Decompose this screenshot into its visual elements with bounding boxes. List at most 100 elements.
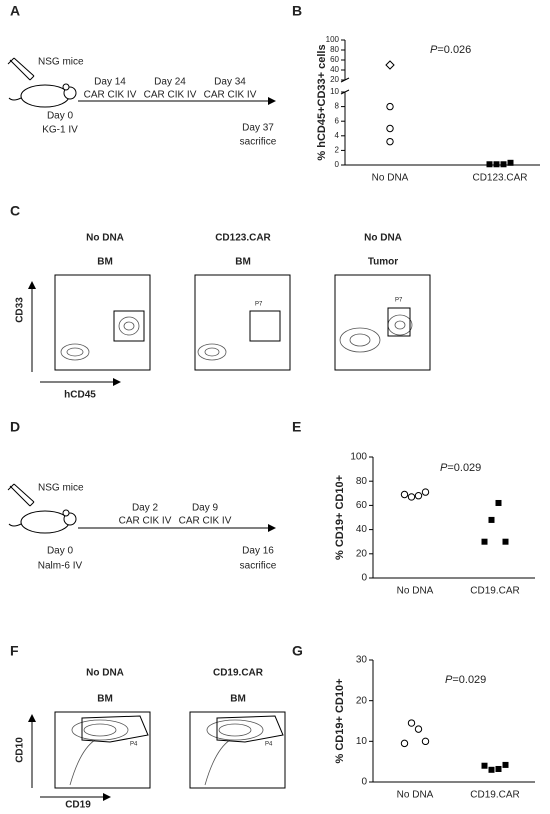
data-point [493,161,500,168]
y-axis-label: % hCD45+CD33+ cells [316,44,328,160]
host-label: NSG mice [38,57,84,68]
data-point [500,161,507,168]
x-axis-label: CD19 [65,800,91,811]
y-tick-label: 8 [335,102,340,111]
plot-tissue: Tumor [368,257,398,268]
y-tick-label: 0 [335,160,340,169]
data-point [414,492,423,500]
x-tick-label: CD19.CAR [470,790,519,801]
end-day: Day 16 [242,546,274,557]
y-tick-label: 0 [361,777,367,788]
annotation-text: =0.026 [437,44,471,56]
data-point [407,493,416,501]
annotation: P=0.026 [430,44,471,56]
data-point [502,538,509,545]
gate-label: P4 [130,742,138,748]
event-treatment: CAR CIK IV [119,516,172,527]
start-day: Day 0 [47,111,74,122]
data-point [386,102,394,111]
event-treatment: CAR CIK IV [144,90,197,101]
x-tick-label: CD123.CAR [472,173,527,184]
data-point [407,719,416,727]
y-tick-label: 60 [330,55,339,64]
panel-label: E [292,419,301,435]
data-point [488,516,495,523]
flow-plot [194,274,291,371]
mouse-icon [7,483,77,534]
y-tick-label: 100 [350,452,367,463]
mouse-icon [7,57,77,108]
data-point [386,124,394,133]
annotation-text: =0.029 [452,674,486,686]
data-point [507,159,514,166]
start-treatment: KG-1 IV [42,125,78,136]
annotation-italic: P [445,674,453,686]
data-point [414,725,423,733]
event-treatment: CAR CIK IV [179,516,232,527]
flow-plot [54,274,151,371]
data-point [400,490,409,499]
panel-label: F [10,643,19,659]
y-tick-label: 4 [335,131,340,140]
host-label: NSG mice [38,483,84,494]
panel-label: G [292,643,303,659]
panel-label: B [292,3,302,19]
gate-label: P7 [255,302,263,308]
data-point [400,739,409,748]
data-point [421,737,430,746]
plot-group: CD123.CAR [215,233,271,244]
event-day: Day 24 [154,77,186,88]
annotation-text: =0.029 [447,462,481,474]
y-tick-label: 10 [330,87,339,96]
y-axis-label: CD33 [15,297,26,323]
plot-group: No DNA [86,233,124,244]
y-tick-label: 10 [356,736,368,747]
event-day: Day 9 [192,503,219,514]
data-point [481,538,488,545]
data-point [488,766,495,773]
flow-plot [189,711,286,789]
event-day: Day 34 [214,77,246,88]
y-axis-label: % CD19+ CD10+ [334,679,346,764]
annotation: P=0.029 [440,462,481,474]
x-axis-label: hCD45 [64,390,96,401]
y-tick-label: 0 [361,573,367,584]
x-tick-label: CD19.CAR [470,586,519,597]
y-tick-label: 40 [356,524,368,535]
y-tick-label: 30 [356,655,368,666]
y-axis-label: CD10 [15,737,26,763]
flow-plot [334,274,431,371]
x-tick-label: No DNA [372,173,409,184]
data-point [386,137,394,146]
y-axis-label: % CD19+ CD10+ [334,475,346,560]
data-point [481,762,488,769]
y-tick-label: 2 [335,146,340,155]
event-treatment: CAR CIK IV [204,90,257,101]
gate-label: P7 [395,298,403,304]
event-day: Day 2 [132,503,159,514]
y-tick-label: 100 [326,35,340,44]
annotation: P=0.029 [445,674,486,686]
start-day: Day 0 [47,546,74,557]
event-day: Day 14 [94,77,126,88]
plot-group: No DNA [364,233,402,244]
start-treatment: Nalm-6 IV [38,561,83,572]
data-point [385,60,395,70]
plot-tissue: BM [230,694,246,705]
end-treatment: sacrifice [240,137,277,148]
x-tick-label: No DNA [397,586,434,597]
flow-plot [54,711,151,789]
panel-label: A [10,3,20,19]
y-tick-label: 20 [356,548,368,559]
plot-group: No DNA [86,668,124,679]
y-tick-label: 40 [330,65,339,74]
y-tick-label: 20 [330,75,339,84]
end-treatment: sacrifice [240,561,277,572]
data-point [495,765,502,772]
y-tick-label: 20 [356,695,368,706]
plot-tissue: BM [97,694,113,705]
panel-label: C [10,203,20,219]
event-treatment: CAR CIK IV [84,90,137,101]
y-tick-label: 6 [335,116,340,125]
